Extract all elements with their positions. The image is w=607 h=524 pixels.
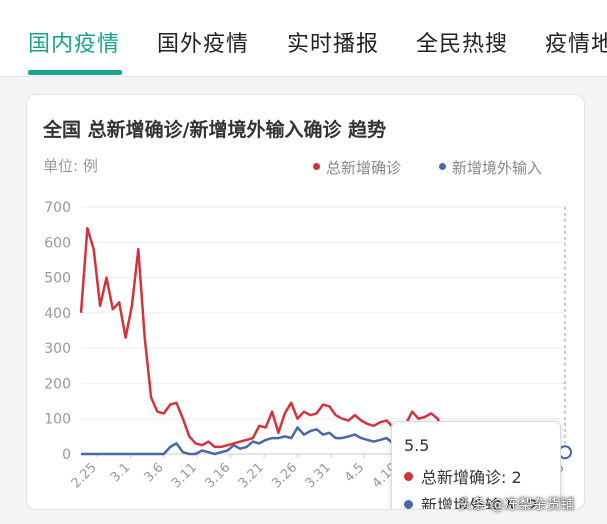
tab-overseas[interactable]: 国外疫情 [157, 32, 250, 57]
tab-epidemic-map[interactable]: 疫情地 [545, 32, 607, 57]
x-tick-label: 3.31 [303, 460, 334, 491]
y-tick-label: 200 [44, 376, 71, 392]
y-tick-label: 0 [62, 447, 71, 463]
tooltip-row-confirmed: 总新增确诊: 2 [404, 464, 522, 488]
tab-domestic[interactable]: 国内疫情 [28, 32, 121, 57]
trend-chart-card: 全国 总新增确诊/新增境外输入确诊 趋势 单位: 例 总新增确诊 新增境外输入 … [26, 94, 585, 510]
x-tick-label: 3.6 [141, 460, 166, 485]
unit-label: 单位: 例 [43, 157, 98, 175]
x-tick-label: 2.25 [69, 460, 100, 491]
tooltip-date: 5.5 [404, 436, 430, 455]
y-tick-label: 400 [44, 306, 71, 322]
y-tick-label: 700 [44, 200, 71, 216]
y-tick-label: 600 [44, 235, 71, 251]
x-tick-label: 3.26 [269, 460, 300, 491]
tooltip-dot-confirmed [404, 472, 413, 481]
x-tick-label: 3.16 [202, 460, 233, 491]
legend-dot-imported [439, 163, 446, 170]
legend-confirmed-label: 总新增确诊 [326, 159, 402, 177]
tab-hot-search[interactable]: 全民热搜 [416, 32, 509, 57]
legend-imported-label: 新增境外输入 [452, 159, 543, 177]
x-tick-label: 3.21 [236, 460, 267, 491]
y-tick-label: 100 [44, 412, 71, 428]
chart-title: 全国 总新增确诊/新增境外输入确诊 趋势 [43, 119, 387, 141]
legend-dot-confirmed [313, 163, 320, 170]
tab-bar: 国内疫情 国外疫情 实时播报 全民热搜 疫情地 [0, 0, 607, 77]
x-tick-label: 4.5 [342, 460, 367, 485]
y-tick-label: 500 [44, 271, 71, 287]
y-tick-label: 300 [44, 341, 71, 357]
tooltip-imported-text: 新增境外输入: 2 [421, 496, 538, 510]
active-tab-indicator [28, 70, 122, 75]
x-tick-label: 3.1 [108, 460, 133, 485]
tooltip-row-imported: 新增境外输入: 2 [404, 492, 538, 510]
x-tick-label: 3.11 [169, 460, 200, 491]
legend-confirmed[interactable]: 总新增确诊 [313, 157, 401, 178]
legend-imported[interactable]: 新增境外输入 [439, 157, 542, 178]
tooltip-dot-imported [404, 500, 413, 509]
watermark: 头条 @冻梨杂货铺 [458, 497, 575, 513]
tab-live-report[interactable]: 实时播报 [287, 32, 380, 57]
tooltip-confirmed-text: 总新增确诊: 2 [421, 468, 522, 487]
chart-tooltip: 5.5 总新增确诊: 2 新增境外输入: 2 [391, 421, 561, 510]
